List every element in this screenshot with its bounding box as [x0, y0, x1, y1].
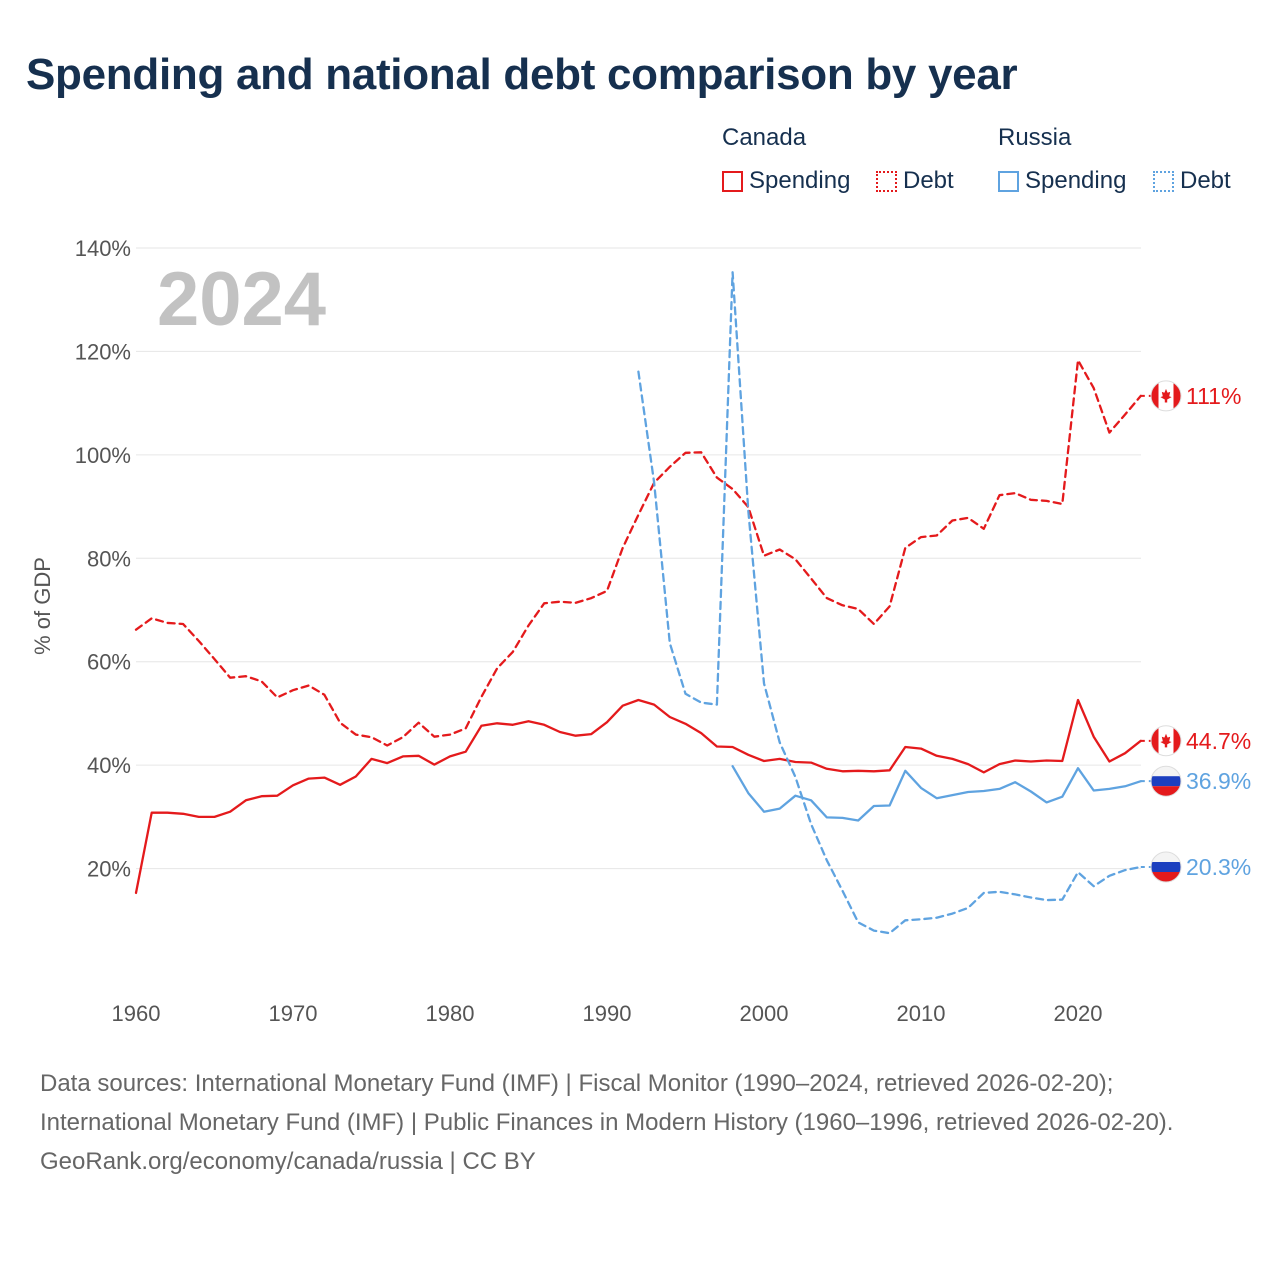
- end-markers: 44.7% 111% 36.9% 20.3%: [1140, 380, 1251, 883]
- russia-flag-icon: [1150, 851, 1182, 883]
- legend-swatch-dotted: [876, 170, 897, 192]
- x-tick-label: 2010: [897, 1001, 946, 1026]
- series-line-canada-debt: [134, 359, 1142, 747]
- russia-flag-icon: [1150, 765, 1182, 797]
- canada-flag-icon: [1150, 380, 1182, 412]
- legend-item-canada-spending[interactable]: Spending: [722, 166, 850, 196]
- legend-swatch-solid: [722, 170, 743, 192]
- y-tick-label: 100%: [75, 443, 131, 468]
- legend-item-canada-debt[interactable]: Debt: [876, 166, 954, 196]
- data-sources: Data sources: International Monetary Fun…: [40, 1070, 1174, 1136]
- series-line-russia-spending: [731, 765, 1142, 822]
- series-line-canada-spending: [134, 698, 1142, 895]
- legend-group-canada: Canada: [722, 124, 807, 151]
- y-axis-ticks: 20% 40% 60% 80% 100% 120% 140%: [75, 236, 131, 882]
- legend: Canada Russia Spending Debt Spending Deb…: [0, 0, 1280, 210]
- x-axis-ticks: 1960 1970 1980 1990 2000 2010 2020: [112, 1001, 1103, 1026]
- year-annotation: 2024: [157, 257, 326, 342]
- x-tick-label: 1970: [269, 1001, 318, 1026]
- end-value-label: 20.3%: [1186, 854, 1251, 880]
- y-axis-label: % of GDP: [30, 557, 55, 655]
- line-chart: 20% 40% 60% 80% 100% 120% 140% 1960 1970 1980 199…: [30, 236, 1251, 1026]
- legend-label: Debt: [1180, 167, 1231, 194]
- end-value-label: 36.9%: [1186, 768, 1251, 794]
- legend-item-russia-spending[interactable]: Spending: [998, 166, 1126, 196]
- chart-title: Spending and national debt comparison by…: [26, 50, 1018, 99]
- legend-group-russia: Russia: [998, 124, 1072, 151]
- series-line-russia-debt: [637, 271, 1142, 935]
- legend-swatch-dotted: [1153, 170, 1174, 192]
- y-tick-label: 40%: [87, 753, 131, 778]
- end-value-label: 111%: [1186, 383, 1241, 409]
- legend-label: Spending: [1025, 167, 1127, 194]
- y-tick-label: 140%: [75, 236, 131, 261]
- legend-swatch-solid: [998, 170, 1019, 192]
- y-tick-label: 20%: [87, 857, 131, 882]
- x-tick-label: 1960: [112, 1001, 161, 1026]
- end-value-label: 44.7%: [1186, 728, 1251, 754]
- gridlines: [136, 247, 1141, 870]
- y-tick-label: 120%: [75, 339, 131, 364]
- x-tick-label: 2000: [740, 1001, 789, 1026]
- x-tick-label: 1990: [583, 1001, 632, 1026]
- footer: Data sources: International Monetary Fun…: [40, 1064, 1240, 1181]
- series-lines: [134, 271, 1142, 935]
- credit: GeoRank.org/economy/canada/russia | CC B…: [40, 1148, 536, 1175]
- y-tick-label: 80%: [87, 546, 131, 571]
- legend-label: Spending: [749, 167, 851, 194]
- x-tick-label: 1980: [426, 1001, 475, 1026]
- legend-label: Debt: [903, 167, 954, 194]
- canada-flag-icon: [1150, 725, 1182, 757]
- y-tick-label: 60%: [87, 650, 131, 675]
- legend-item-russia-debt[interactable]: Debt: [1153, 166, 1231, 196]
- x-tick-label: 2020: [1054, 1001, 1103, 1026]
